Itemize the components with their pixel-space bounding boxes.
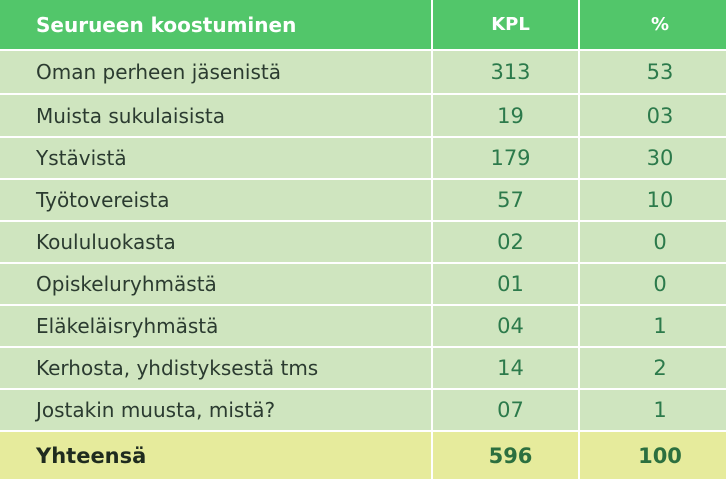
row-label: Oman perheen jäsenistä	[0, 51, 433, 93]
table-row: Ystävistä 179 30	[0, 138, 726, 180]
table-row: Koululuokasta 02 0	[0, 222, 726, 264]
header-label: Seurueen koostuminen	[0, 0, 433, 49]
total-label: Yhteensä	[0, 432, 433, 479]
row-label: Opiskeluryhmästä	[0, 264, 433, 304]
row-percent: 0	[653, 230, 667, 254]
table-row: Eläkeläisryhmästä 04 1	[0, 306, 726, 348]
header-percent: %	[650, 14, 670, 35]
row-label: Jostakin muusta, mistä?	[0, 390, 433, 430]
row-count: 57	[433, 180, 580, 220]
total-percent: 100	[638, 443, 682, 468]
row-percent: 53	[646, 60, 674, 84]
row-count: 02	[433, 222, 580, 262]
row-percent: 0	[653, 272, 667, 296]
table-row: Opiskeluryhmästä 01 0	[0, 264, 726, 306]
row-label: Ystävistä	[0, 138, 433, 178]
row-label: Kerhosta, yhdistyksestä tms	[0, 348, 433, 388]
row-label: Työtovereista	[0, 180, 433, 220]
row-percent: 1	[653, 314, 667, 338]
row-percent: 2	[653, 356, 667, 380]
row-label: Muista sukulaisista	[0, 95, 433, 136]
row-count: 04	[433, 306, 580, 346]
table-row: Muista sukulaisista 19 03	[0, 95, 726, 138]
table-total-row: Yhteensä 596 100	[0, 432, 726, 479]
row-count: 179	[433, 138, 580, 178]
table-row: Työtovereista 57 10	[0, 180, 726, 222]
row-label: Eläkeläisryhmästä	[0, 306, 433, 346]
row-percent: 30	[646, 146, 674, 170]
total-count: 596	[433, 432, 580, 479]
table-row: Kerhosta, yhdistyksestä tms 14 2	[0, 348, 726, 390]
row-count: 19	[433, 95, 580, 136]
header-count: KPL	[433, 0, 580, 49]
row-count: 07	[433, 390, 580, 430]
row-percent: 10	[646, 188, 674, 212]
table-header-row: Seurueen koostuminen KPL %	[0, 0, 726, 51]
row-count: 14	[433, 348, 580, 388]
row-count: 313	[433, 51, 580, 93]
row-percent: 03	[646, 103, 674, 128]
row-count: 01	[433, 264, 580, 304]
table-row: Oman perheen jäsenistä 313 53	[0, 51, 726, 95]
table-row: Jostakin muusta, mistä? 07 1	[0, 390, 726, 432]
row-label: Koululuokasta	[0, 222, 433, 262]
row-percent: 1	[653, 398, 667, 422]
